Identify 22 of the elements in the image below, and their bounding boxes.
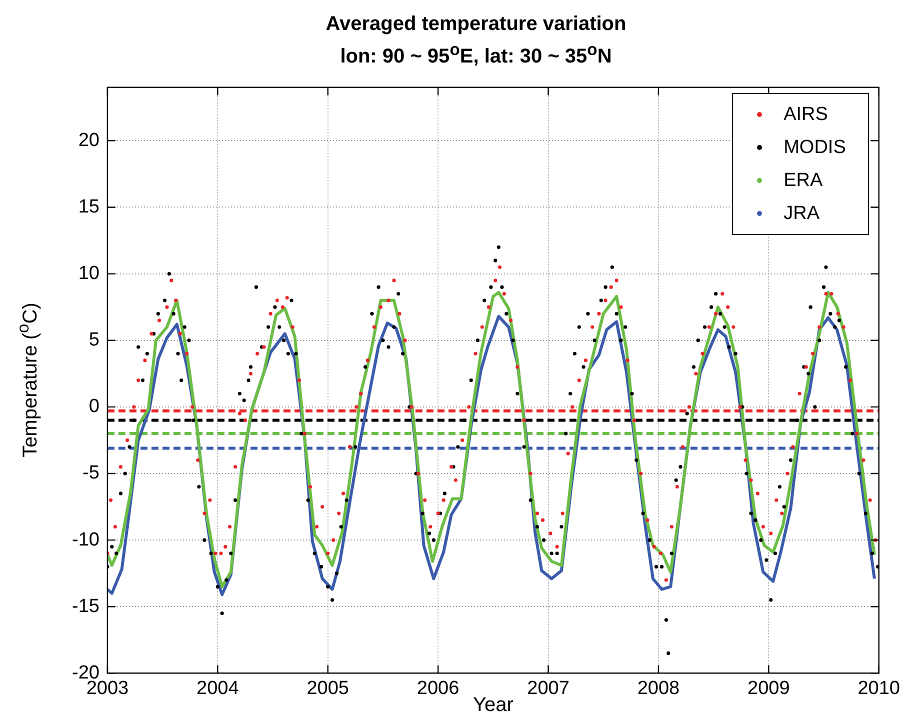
x-tick-label: 2010 xyxy=(858,678,900,699)
legend-label: MODIS xyxy=(784,136,846,159)
x-tick-label: 2007 xyxy=(527,678,570,699)
legend-label: ERA xyxy=(784,170,823,192)
legend-label: AIRS xyxy=(784,104,828,126)
y-tick-label: 15 xyxy=(78,196,100,218)
x-axis-title: Year xyxy=(472,694,514,717)
legend-label: JRA xyxy=(784,202,820,225)
y-tick-label: 20 xyxy=(78,130,100,151)
y-tick-label: -5 xyxy=(82,462,100,484)
y-tick-label: -15 xyxy=(72,596,100,617)
y-tick-label: 0 xyxy=(88,396,100,418)
chart-subtitle: lon: 90 ~ 95$^{o}$E, lat: 30 ~ 35$^{o}$N xyxy=(339,39,613,70)
x-tick-label: 2006 xyxy=(416,678,460,699)
x-tick-label: 2008 xyxy=(637,678,680,699)
chart-title: Averaged temperature variation xyxy=(324,12,628,37)
x-tick-label: 2004 xyxy=(196,678,240,699)
x-tick-label: 2009 xyxy=(748,678,790,699)
y-tick-label: -10 xyxy=(72,529,100,550)
x-tick-label: 2005 xyxy=(306,678,350,699)
y-tick-label: 5 xyxy=(88,330,100,351)
y-tick-label: 10 xyxy=(78,263,100,284)
